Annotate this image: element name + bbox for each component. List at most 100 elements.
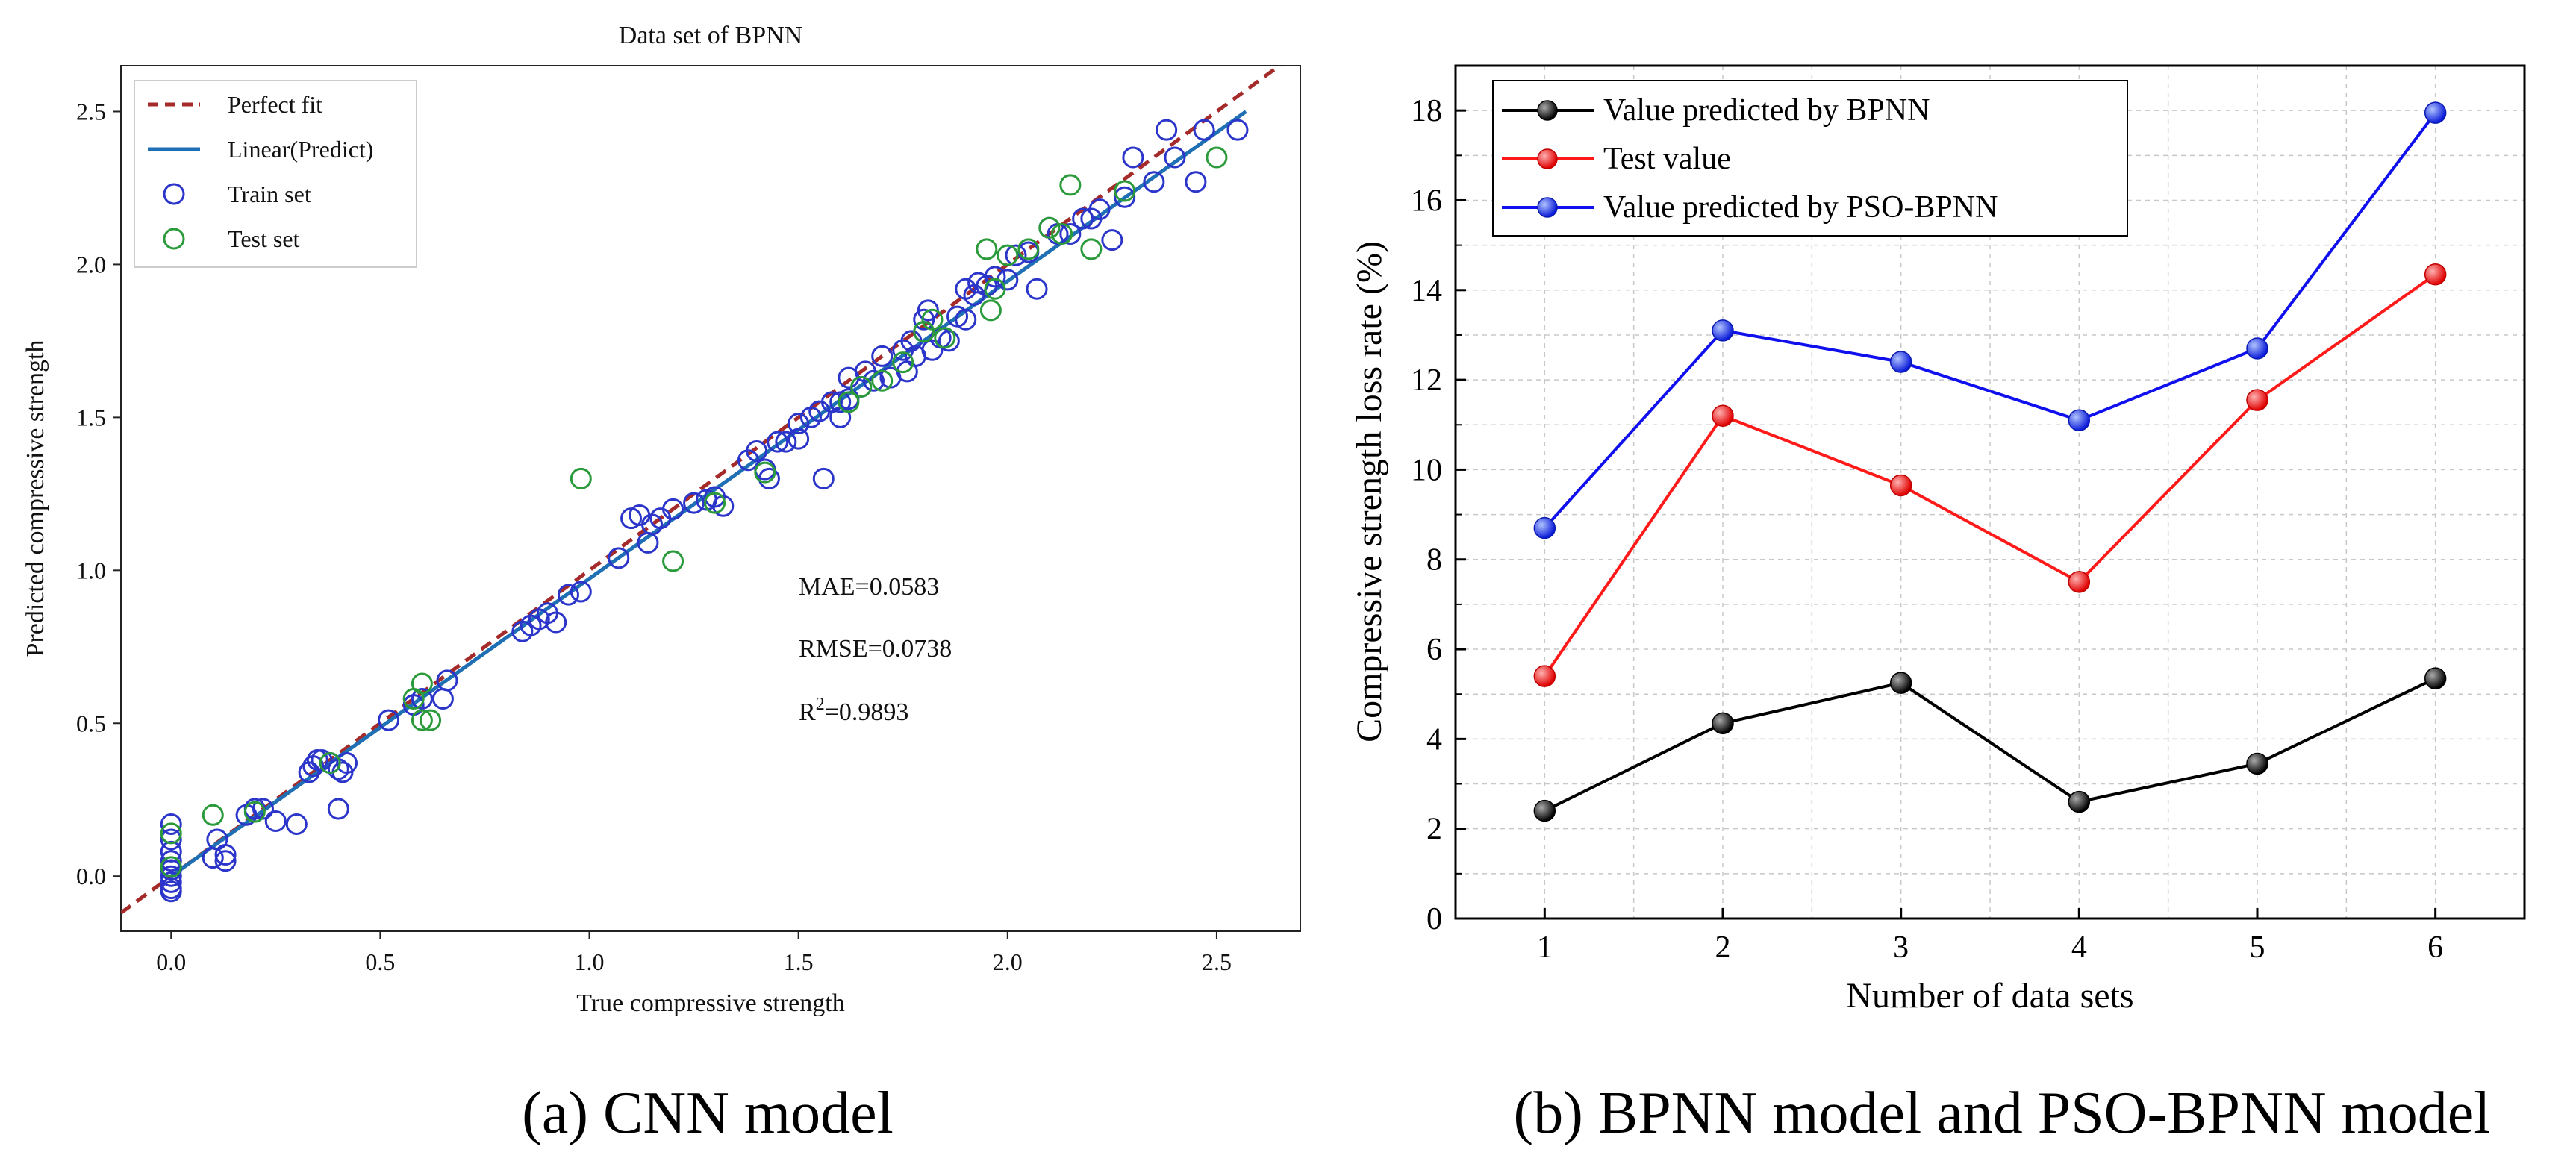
chart-a-ytick-label: 1.0 [76, 557, 106, 584]
chart-b-xlabel: Number of data sets [1846, 976, 2133, 1016]
chart-b-xtick-label: 5 [2250, 930, 2265, 965]
train-set-point [160, 828, 182, 851]
bpnn-marker [1533, 799, 1556, 822]
chart-b-ytick-label: 0 [1426, 902, 1442, 936]
chart-a-legend: Perfect fit Linear(Predict) Train set Te… [134, 80, 417, 268]
legend-test-set-label: Test set [228, 225, 300, 252]
caption-a: (a) CNN model [522, 1080, 894, 1146]
caption-b: (b) BPNN model and PSO-BPNN model [1514, 1080, 2491, 1146]
train-set-point [788, 428, 810, 450]
bpnn-marker [1712, 712, 1734, 735]
train-set-point [1122, 146, 1144, 169]
test-set-point [934, 327, 956, 349]
train-set-point [788, 413, 810, 435]
train-set-point [662, 498, 684, 520]
chart-b-grid [1456, 66, 2524, 919]
train-set-point [984, 266, 1006, 288]
chart-b-ytick-label: 2 [1426, 813, 1442, 847]
train-set-point [160, 865, 182, 887]
test-set-point [1017, 238, 1040, 260]
chart-a-xtick-label: 1.5 [784, 948, 814, 975]
pso-bpnn-marker [2246, 337, 2268, 360]
train-set-point [431, 687, 454, 710]
train-set-point [1114, 186, 1136, 208]
chart-b-legend-box [1492, 80, 2128, 237]
chart-b-ytick-label: 4 [1426, 722, 1442, 757]
train-set-point [264, 810, 287, 832]
chart-a-ytick-label: 0.5 [76, 710, 106, 736]
legend-bpnn-swatch-marker [1537, 100, 1558, 121]
test-set-point [1051, 222, 1073, 245]
train-set-point [1088, 198, 1111, 221]
chart-b-ytick-label: 6 [1426, 633, 1442, 667]
train-set-point [545, 611, 567, 634]
metric-r2-value: =0.9893 [825, 698, 909, 726]
train-set-point [160, 813, 182, 836]
chart-b-xtick-label: 2 [1715, 930, 1731, 965]
test-set-point [838, 391, 860, 413]
chart-a-ytick-label: 0.0 [76, 863, 106, 889]
test-value-line [1543, 273, 2436, 678]
pso-bpnn-line [1543, 111, 2437, 529]
test-set-point [160, 822, 182, 845]
train-set-point [1164, 146, 1186, 169]
pso-bpnn-marker [1533, 516, 1556, 539]
train-set-point [746, 439, 768, 462]
train-set-point [378, 709, 400, 731]
metric-rmse: RMSE=0.0738 [799, 635, 952, 663]
train-set-point [1101, 229, 1123, 251]
chart-b-ytick-label: 16 [1411, 184, 1442, 218]
legend-linear-predict-label: Linear(Predict) [228, 136, 373, 163]
metric-r2-superscript: 2 [816, 695, 825, 714]
train-set-point [1185, 171, 1207, 193]
train-set-point [285, 813, 308, 836]
legend-bpnn-label: Value predicted by BPNN [1603, 93, 1930, 128]
chart-a-xtick-label: 1.0 [575, 948, 605, 975]
chart-b-ytick-label: 18 [1411, 94, 1442, 128]
test-set-point [892, 351, 914, 374]
train-set-point [1193, 119, 1215, 141]
chart-b-ytick-label: 12 [1411, 363, 1442, 398]
test-set-point [921, 308, 944, 331]
test-set-point [243, 801, 266, 823]
train-set-point [411, 687, 433, 710]
test-set-point [1038, 216, 1061, 239]
test-set-point [1114, 180, 1136, 202]
train-set-point [938, 330, 960, 352]
train-set-point [202, 847, 224, 869]
train-set-point [436, 669, 458, 692]
chart-b-xtick-label: 4 [2071, 930, 2087, 965]
metric-r2-prefix: R [799, 698, 816, 726]
train-set-point [214, 844, 237, 866]
test-set-point [850, 375, 873, 398]
legend-test-set-swatch [163, 228, 185, 250]
chart-a-xlabel: True compressive strength [576, 989, 844, 1017]
train-set-point [1143, 171, 1165, 193]
chart-b-ytick-label: 10 [1411, 453, 1442, 487]
train-set-point [1226, 119, 1249, 141]
bpnn-marker [2068, 790, 2091, 813]
test-set-point [570, 467, 592, 489]
test-set-point [662, 550, 684, 572]
chart-b-legend: Value predicted by BPNN Test value Value… [1492, 80, 2128, 237]
pso-bpnn-marker [2424, 101, 2447, 124]
chart-a-plot-frame [120, 65, 1301, 932]
chart-a-ylabel: Predicted compressive strength [22, 340, 49, 657]
chart-a-ytick-label: 2.0 [76, 251, 106, 278]
test-value-marker [2068, 571, 2091, 593]
chart-a-xtick-label: 2.5 [1202, 948, 1232, 975]
bpnn-marker [2246, 752, 2268, 775]
bpnn-marker [1889, 672, 1912, 694]
test-set-point [984, 278, 1006, 300]
chart-a-xtick-label: 0.5 [365, 948, 395, 975]
test-set-point [997, 244, 1019, 266]
test-set-point [979, 299, 1002, 322]
bpnn-line [1544, 677, 2436, 813]
test-set-point [411, 672, 433, 695]
chart-b-ytick-label: 8 [1426, 543, 1442, 578]
chart-b-ylabel: Compressive strength loss rate (%) [1350, 241, 1389, 742]
test-set-point [754, 461, 776, 484]
train-set-point [160, 871, 182, 893]
